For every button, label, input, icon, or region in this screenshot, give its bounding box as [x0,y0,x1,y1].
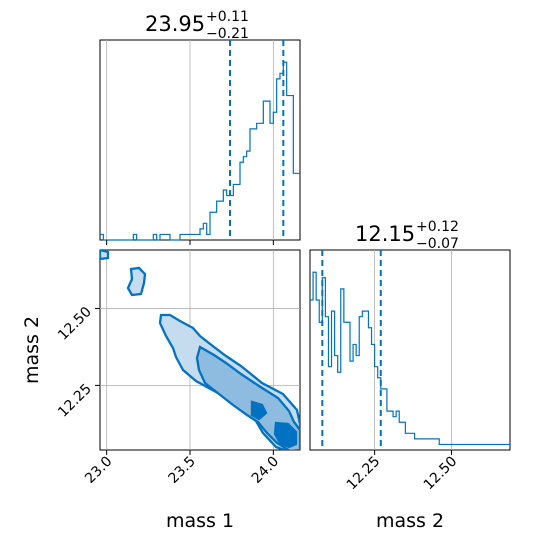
mass-1-marginal-step [100,61,300,241]
contour-level-inner [250,400,298,449]
x-axis-label-mass-2: mass 2 [376,510,444,532]
x-tick-label-mass-2-0: 12.25 [344,454,384,494]
histograms [100,40,510,450]
x-tick-label-mass-1-0: 23.0 [82,454,115,487]
mass-1-title-lower: −0.21 [206,26,249,42]
mass-1-histogram-frame [99,39,301,241]
x-axis-label-mass-1: mass 1 [166,510,234,532]
y-axis-label-mass-2: mass 2 [21,316,43,384]
y-tick-label-mass-2-1: 12.25 [55,381,95,421]
contour-panel [100,250,300,450]
contour-level-middle [195,345,300,450]
mass-1-title-upper: +0.11 [206,9,249,25]
mass-2-title-lower: −0.07 [416,236,459,252]
y-tick-label-mass-2-0: 12.50 [55,304,95,344]
x-tick-label-mass-2-1: 12.50 [421,454,461,494]
mass-2-title-upper: +0.12 [416,219,459,235]
x-tick-label-mass-1-1: 23.5 [165,454,198,487]
mass-2-histogram-frame [309,249,511,451]
x-tick-label-mass-1-2: 24.0 [249,454,282,487]
mass-2-marginal-step [310,271,510,446]
grid-lines [100,40,452,450]
mass-2-title: 12.15 [355,222,415,246]
tick-labels: 23.0 23.5 24.0 12.25 12.50 12.50 12.25 [55,240,460,493]
mass-1-title: 23.95 [145,12,205,36]
contour-frame [99,249,301,451]
